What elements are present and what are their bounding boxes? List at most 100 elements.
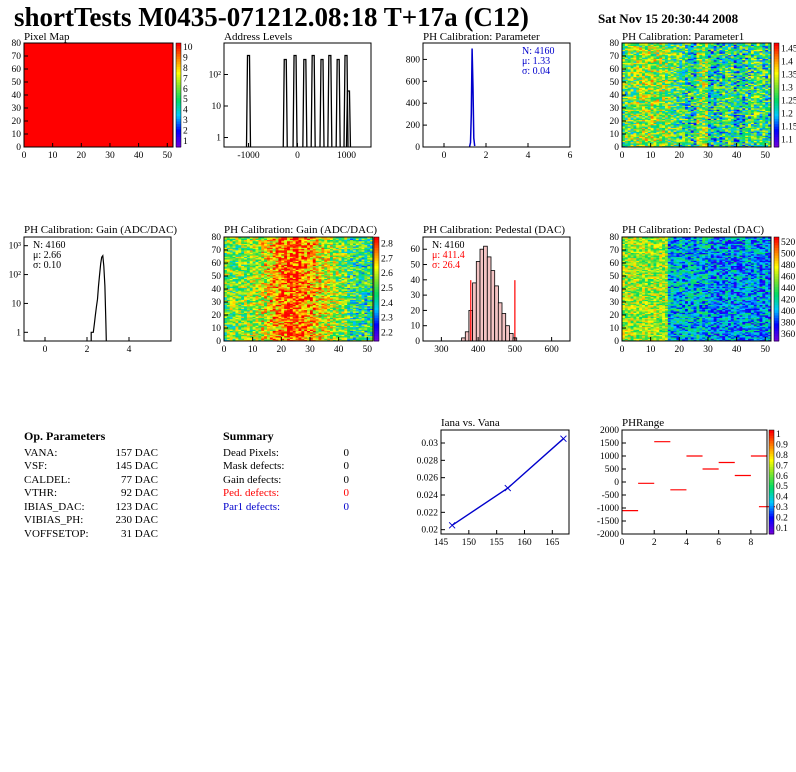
gain-map-cell <box>235 242 239 244</box>
gain-map-cell <box>232 252 236 255</box>
gain-map-cell <box>224 303 228 305</box>
ph-param1-cell <box>659 139 663 141</box>
ph-param1-cell <box>642 97 646 100</box>
pixel-map-xtick-label: 0 <box>22 151 27 161</box>
gain-map-cell <box>229 251 233 253</box>
ph-param1-cell <box>630 141 634 144</box>
ph-param1-cell <box>690 128 695 131</box>
ph-param1-cell <box>687 93 692 96</box>
ph-param1-cell <box>707 131 712 134</box>
ph-param1-cell <box>696 67 700 70</box>
ph-param1-cell <box>713 137 717 140</box>
ph-param1-cell <box>736 65 740 67</box>
ph-param1-cell <box>762 140 766 143</box>
ph-param1-cell <box>650 111 654 114</box>
ph-param1-cell <box>687 117 692 119</box>
ph-param1-cell <box>624 95 629 97</box>
ph-param1-cell <box>673 115 677 118</box>
ph-param1-cell <box>662 50 666 53</box>
ph-param1-cell <box>722 96 726 98</box>
ph-param1-cell <box>725 123 729 126</box>
ph-param1-cell <box>659 95 663 97</box>
ph-param1-cell <box>699 54 703 57</box>
ph-param1-cell <box>765 53 769 56</box>
ph-param1-cell <box>753 52 758 54</box>
ph-param1-cell <box>696 134 700 136</box>
ph-param1-cell <box>725 111 729 114</box>
ph-param1-cell <box>636 52 640 54</box>
ph-param1-cell <box>682 76 686 79</box>
ph-param1-cell <box>713 84 717 87</box>
ph-param1-cell <box>670 141 674 144</box>
ph-param1-cell <box>716 53 720 56</box>
ph-param1-cell <box>753 98 758 101</box>
ph-param1-cell <box>642 135 646 137</box>
ph-param1-cell <box>722 117 726 119</box>
ph-param1-cell <box>656 61 660 63</box>
gain-map-cell <box>226 276 231 278</box>
ph-param1-cell <box>768 91 772 93</box>
ph-param1-cell <box>750 48 755 50</box>
ph-param1-cell <box>639 122 643 124</box>
ph-param1-cell <box>650 100 654 102</box>
gain-map-cell <box>232 239 236 242</box>
ph-param1-cell <box>736 141 740 144</box>
ph-param1-cell <box>753 78 758 80</box>
gain-map-cell <box>232 329 236 331</box>
ph-param1-cell <box>622 76 626 79</box>
ph-param1-cell <box>728 59 732 62</box>
ph-param1-cell <box>690 52 695 54</box>
gain-map-cell <box>226 285 231 287</box>
ph-param1-cell <box>627 62 631 65</box>
ph-param1-cell <box>733 76 738 79</box>
ph-param1-cell <box>756 52 760 54</box>
ph-param1-cell <box>639 91 643 93</box>
ph-param1-cell <box>728 87 732 89</box>
ph-param1-cell <box>713 134 717 136</box>
ph-param1-cell <box>699 136 703 139</box>
ph-param1-cell <box>667 93 672 96</box>
ph-param1-cell <box>670 69 674 71</box>
gain-map-cell <box>232 268 236 270</box>
ph-param1-cell <box>730 43 735 45</box>
ph-param1-cell <box>653 88 657 91</box>
gain-map-cell <box>232 292 236 295</box>
ph-param1-cell <box>639 65 643 67</box>
ph-param1-cell <box>702 78 706 80</box>
ph-param1-cell <box>768 88 772 91</box>
gain-map-cell <box>238 326 242 329</box>
ph-param1-cell <box>693 93 697 96</box>
ph-param1-cell <box>682 101 686 104</box>
ph-param1-cell <box>739 119 743 122</box>
ph-param1-cell <box>716 48 720 50</box>
ph-param1-cell <box>748 49 752 52</box>
ph-param1-cell <box>750 127 755 130</box>
ph-param1-cell <box>719 108 723 110</box>
ph-param1-cell <box>667 70 672 72</box>
ph-param1-cell <box>722 119 726 122</box>
ph-param1-cell <box>739 87 743 89</box>
ph-param1-cell <box>693 53 697 56</box>
ph-param1-cell <box>702 113 706 115</box>
address-peak <box>245 54 252 148</box>
ph-param1-cell <box>644 71 649 74</box>
ph-param1-cell <box>756 85 760 88</box>
ph-param1-cell <box>676 110 680 113</box>
ph-param1-cell <box>659 101 663 104</box>
gain-map-cell <box>244 338 248 341</box>
ph-param1-cell <box>722 118 726 121</box>
ph-param1-cell <box>676 93 680 96</box>
ph-param1-cell <box>685 76 689 79</box>
ph-param1-cell <box>682 131 686 134</box>
ph-param1-cell <box>710 65 715 67</box>
ph-param1-cell <box>639 78 643 80</box>
gain-map-cell <box>226 324 231 326</box>
ph-param1-cell <box>650 56 654 58</box>
ph-param1-cell <box>662 44 666 46</box>
gain-map-cell <box>238 300 242 303</box>
ph-param1-cell <box>636 128 640 131</box>
ph-param1-cell <box>662 104 666 106</box>
ph-param1-cell <box>716 46 720 49</box>
ph-param1-cell <box>630 108 634 110</box>
ph-param1-cell <box>710 61 715 63</box>
